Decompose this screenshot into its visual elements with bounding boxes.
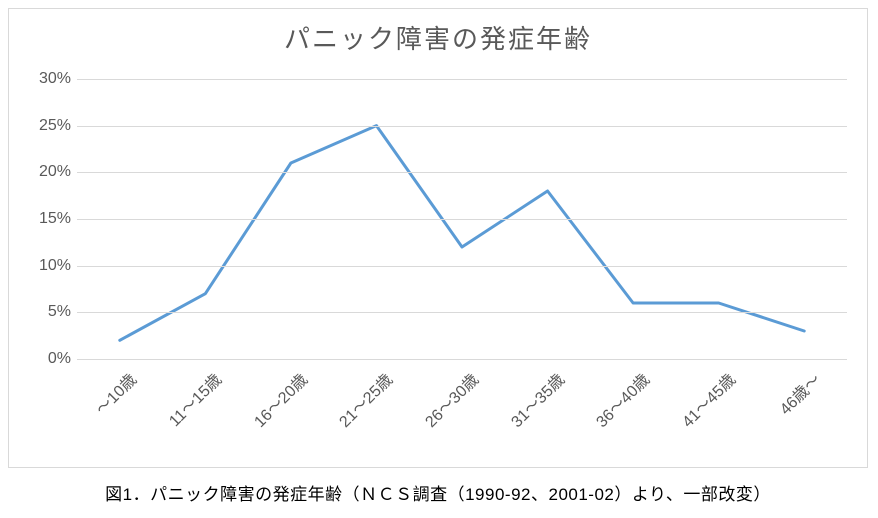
y-tick-label: 20%: [25, 163, 71, 181]
x-tick-label: 26～30歳: [418, 367, 483, 432]
x-tick-label: 41～45歳: [675, 367, 740, 432]
gridline: [77, 126, 847, 127]
gridline: [77, 266, 847, 267]
y-tick-label: 0%: [25, 350, 71, 368]
gridline: [77, 219, 847, 220]
y-tick-label: 25%: [25, 117, 71, 135]
y-tick-label: 10%: [25, 257, 71, 275]
x-tick-label: 31～35歳: [504, 367, 569, 432]
plot-area: 0%5%10%15%20%25%30%: [77, 79, 847, 359]
x-tick-label: ～10歳: [89, 367, 141, 419]
gridline: [77, 172, 847, 173]
gridline: [77, 312, 847, 313]
data-line: [120, 126, 804, 341]
x-tick-label: 36～40歳: [589, 367, 654, 432]
y-tick-label: 15%: [25, 210, 71, 228]
chart-container: パニック障害の発症年齢 0%5%10%15%20%25%30% ～10歳11～1…: [8, 8, 868, 468]
gridline: [77, 79, 847, 80]
chart-title: パニック障害の発症年齢: [9, 19, 867, 56]
y-tick-label: 30%: [25, 70, 71, 88]
x-tick-label: 11～15歳: [162, 367, 226, 431]
x-tick-label: 46歳～: [773, 367, 825, 419]
x-axis-labels: ～10歳 11～15歳 16～20歳 21～25歳 26～30歳 31～35歳 36～40歳…: [77, 359, 847, 459]
x-tick-label: 21～25歳: [333, 367, 398, 432]
x-tick-label: 16～20歳: [247, 367, 312, 432]
y-tick-label: 5%: [25, 303, 71, 321]
figure-caption: 図1．パニック障害の発症年齢（ＮＣＳ調査（1990-92、2001-02）より、…: [8, 480, 868, 505]
